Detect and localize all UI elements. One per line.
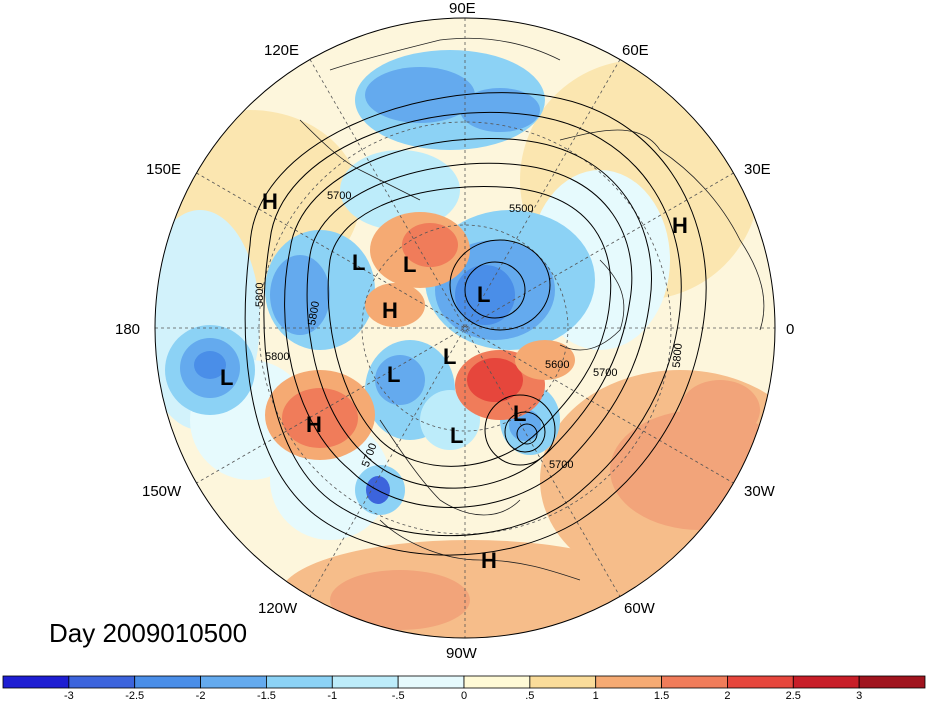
colorbar-swatch <box>529 675 597 689</box>
lon-label-60e: 60E <box>622 42 649 59</box>
high-marker: H <box>382 298 398 323</box>
colorbar-swatch <box>463 675 531 689</box>
colorbar-swatch <box>331 675 399 689</box>
low-marker: L <box>220 365 233 390</box>
colorbar-swatch <box>595 675 662 689</box>
colorbar-swatch <box>68 675 136 689</box>
low-marker: L <box>387 362 400 387</box>
anomaly-field <box>155 18 775 638</box>
low-marker: L <box>477 282 490 307</box>
map-boundary <box>154 17 776 639</box>
high-marker: H <box>262 189 278 214</box>
colorbar-swatch <box>727 675 794 689</box>
low-marker: L <box>403 252 416 277</box>
low-marker: L <box>352 250 365 275</box>
lon-label-150e: 150E <box>146 161 181 178</box>
colorbar-swatch <box>200 675 267 689</box>
lon-label-180: 180 <box>115 321 140 338</box>
contour-labels: 5700 5500 5800 5800 5800 5600 5700 5800 … <box>254 190 685 471</box>
contour-label: 5500 <box>509 203 533 215</box>
colorbar-swatch <box>2 675 70 689</box>
colorbar-swatch <box>792 675 860 689</box>
colorbar-swatch <box>266 675 333 689</box>
contour-label: 5800 <box>265 351 289 363</box>
colorbar-tick-label: 1.5 <box>654 690 669 702</box>
colorbar-swatch <box>858 675 926 689</box>
colorbar-tick-label: 2 <box>724 690 730 702</box>
lon-label-90e: 90E <box>449 0 476 17</box>
longitude-labels: 90E 60E 120E 30E 150E 0 180 150W 30W 120… <box>115 0 794 662</box>
colorbar-swatch <box>397 675 465 689</box>
low-marker: L <box>450 423 463 448</box>
contour-label: 5800 <box>671 343 685 368</box>
lon-label-60w: 60W <box>624 600 656 617</box>
lon-label-30w: 30W <box>744 483 776 500</box>
contour-label: 5700 <box>327 190 351 202</box>
colorbar-tick-label: 1 <box>593 690 599 702</box>
lon-label-30e: 30E <box>744 161 771 178</box>
colorbar-tick-label: 0 <box>461 690 467 702</box>
colorbar-tick-label: -2.5 <box>125 690 144 702</box>
graticule <box>155 18 775 638</box>
contour-label: 5800 <box>254 283 266 307</box>
low-marker: L <box>443 344 456 369</box>
pressure-centers: H H H H H L L L L L L L L <box>220 189 688 573</box>
colorbar-swatch <box>134 675 201 689</box>
lon-label-90w: 90W <box>446 645 478 662</box>
colorbar-tick-label: -.5 <box>392 690 405 702</box>
colorbar-tick-label: -2 <box>196 690 206 702</box>
height-contours <box>244 92 707 556</box>
contour-label: 5800 <box>306 300 322 326</box>
colorbar-tick-label: .5 <box>525 690 534 702</box>
low-marker: L <box>513 401 526 426</box>
contour-label: 5700 <box>593 367 617 379</box>
lon-label-0: 0 <box>786 321 794 338</box>
colorbar-swatch <box>661 675 728 689</box>
colorbar: -3 -2.5 -2 -1.5 -1 -.5 0 .5 1 1.5 2 2.5 3 <box>2 675 926 702</box>
high-marker: H <box>672 213 688 238</box>
colorbar-tick-label: -1.5 <box>257 690 276 702</box>
colorbar-tick-label: -3 <box>64 690 74 702</box>
colorbar-tick-label: -1 <box>327 690 337 702</box>
contour-label: 5600 <box>545 359 569 371</box>
map-title: Day 2009010500 <box>49 618 248 648</box>
contour-label: 5700 <box>549 459 573 471</box>
lon-label-150w: 150W <box>142 483 182 500</box>
lon-label-120w: 120W <box>258 600 298 617</box>
colorbar-tick-label: 3 <box>856 690 862 702</box>
colorbar-tick-label: 2.5 <box>786 690 801 702</box>
high-marker: H <box>306 412 322 437</box>
high-marker: H <box>481 548 497 573</box>
lon-label-120e: 120E <box>264 42 299 59</box>
